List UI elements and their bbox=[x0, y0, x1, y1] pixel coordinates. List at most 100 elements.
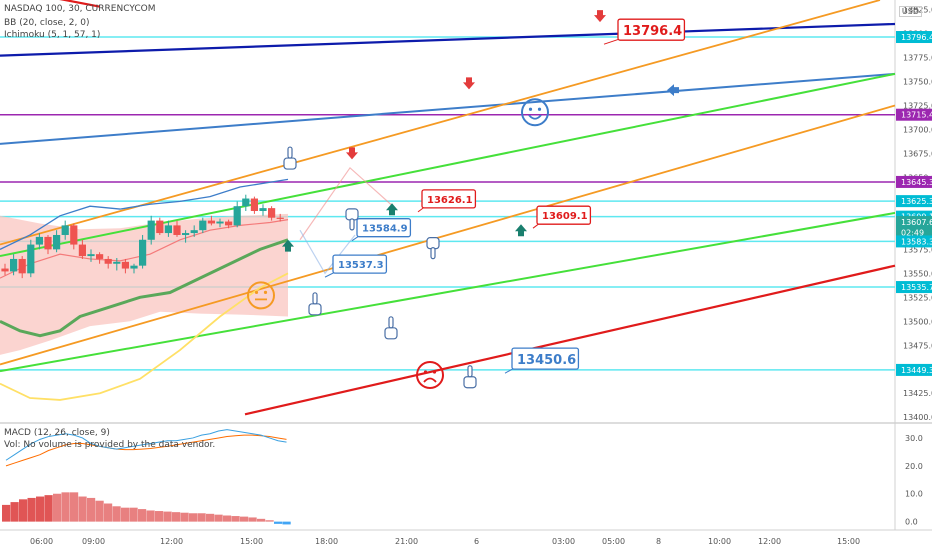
candle-body bbox=[182, 233, 190, 235]
macd-histogram-bar bbox=[223, 515, 232, 522]
candle-body bbox=[44, 236, 52, 250]
macd-histogram-bar bbox=[44, 495, 53, 522]
hand-pointer-icon-finger bbox=[312, 292, 318, 305]
time-axis-label: 15:00 bbox=[837, 537, 860, 546]
hand-pointer-icon bbox=[283, 146, 297, 170]
time-axis-label: 05:00 bbox=[602, 537, 625, 546]
macd-histogram-bar bbox=[27, 497, 36, 522]
price-callout-box bbox=[617, 18, 686, 41]
smile-face-icon-mouth bbox=[528, 114, 542, 120]
hand-pointer-icon-palm bbox=[463, 376, 477, 389]
price-axis-label-box bbox=[896, 108, 932, 121]
price-callout: 13537.3 bbox=[324, 254, 388, 278]
currency-badge[interactable]: USD bbox=[898, 6, 922, 17]
price-callout: 13450.6 bbox=[504, 347, 580, 374]
candle-body bbox=[139, 239, 147, 266]
macd-histogram-bar bbox=[231, 516, 240, 522]
macd-histogram-bar bbox=[19, 499, 28, 522]
macd-signal-line bbox=[5, 434, 287, 467]
price-axis-tick: 13525.0 bbox=[903, 293, 932, 302]
macd-histogram-bar bbox=[180, 512, 189, 522]
price-callout-box bbox=[536, 205, 592, 225]
hand-pointer-icon bbox=[384, 316, 398, 340]
hand-pointer-icon-palm bbox=[308, 303, 322, 316]
sad-face-icon-eye bbox=[432, 370, 437, 374]
macd-histogram-bar bbox=[53, 493, 62, 522]
price-callout-box bbox=[511, 347, 580, 370]
macd-histogram-bar bbox=[274, 521, 283, 524]
price-axis-tick: 13775.0 bbox=[903, 54, 932, 63]
candle-body bbox=[27, 244, 35, 274]
sad-face-icon-eye bbox=[423, 370, 428, 374]
ichimoku-lagging-line bbox=[0, 272, 289, 401]
candle-body bbox=[113, 261, 121, 264]
price-axis-tick: 13475.0 bbox=[903, 341, 932, 350]
candle-body bbox=[242, 198, 250, 207]
hand-pointer-icon bbox=[426, 237, 440, 260]
candle-body bbox=[225, 221, 233, 226]
bb-legend[interactable]: BB (20, close, 2, 0) bbox=[4, 18, 90, 28]
smile-face-icon-eye bbox=[537, 107, 542, 111]
candle-body bbox=[147, 220, 155, 240]
candle-body bbox=[96, 254, 104, 259]
candle-body bbox=[250, 198, 258, 211]
time-axis-label: 03:00 bbox=[552, 537, 575, 546]
price-axis-label-box bbox=[896, 281, 932, 294]
price-callout-box bbox=[421, 189, 477, 209]
candle-body bbox=[121, 261, 129, 269]
symbol-legend[interactable]: NASDAQ 100, 30, CURRENCYCOM bbox=[4, 4, 156, 14]
orange-lower-channel-line bbox=[0, 104, 896, 366]
ichimoku-base-line bbox=[0, 238, 289, 338]
price-axis-label-box bbox=[896, 31, 932, 44]
candle-body bbox=[53, 234, 61, 250]
macd-histogram-bar bbox=[78, 496, 87, 522]
macd-histogram-bar bbox=[10, 502, 19, 522]
price-axis-label: 13796.4 bbox=[901, 33, 932, 42]
ichimoku-legend[interactable]: Ichimoku (5, 1, 57, 1) bbox=[4, 30, 101, 40]
time-axis-label: 6 bbox=[474, 537, 479, 546]
macd-histogram-bar bbox=[155, 511, 164, 522]
up-arrow bbox=[282, 239, 294, 252]
price-axis-label: 13583.3 bbox=[901, 237, 932, 246]
candle-body bbox=[190, 230, 198, 234]
macd-histogram-bar bbox=[197, 513, 206, 522]
projection-path-up bbox=[299, 166, 396, 241]
candle-body bbox=[268, 208, 276, 218]
price-callout-label: 13450.6 bbox=[517, 353, 576, 368]
hand-pointer-icon bbox=[308, 292, 322, 316]
macd-histogram-bar bbox=[189, 513, 198, 522]
price-axis-tick: 13675.0 bbox=[903, 149, 932, 158]
green-lower-channel-line bbox=[0, 211, 896, 373]
candle-body bbox=[1, 268, 9, 272]
neutral-face-icon-eye bbox=[254, 290, 259, 294]
macd-histogram-bar bbox=[240, 516, 249, 522]
time-axis-label: 8 bbox=[656, 537, 661, 546]
time-axis-label: 06:00 bbox=[30, 537, 53, 546]
price-callout-label: 13796.4 bbox=[623, 24, 682, 39]
macd-histogram-bar bbox=[214, 514, 223, 522]
candle-body bbox=[61, 225, 69, 235]
price-axis-label-box bbox=[896, 235, 932, 248]
left-arrow bbox=[667, 84, 679, 97]
macd-axis-tick: 30.0 bbox=[905, 434, 923, 443]
hand-pointer-icon-palm bbox=[426, 237, 440, 250]
macd-axis-tick: 10.0 bbox=[905, 490, 923, 499]
ichimoku-cloud bbox=[0, 213, 288, 355]
hand-pointer-icon-finger bbox=[430, 247, 436, 260]
price-axis-label-box bbox=[896, 195, 932, 208]
red-top-line bbox=[59, 0, 101, 8]
time-axis-label: 15:00 bbox=[240, 537, 263, 546]
macd-legend[interactable]: MACD (12, 26, close, 9) bbox=[4, 428, 110, 438]
price-axis-tick: 13425.0 bbox=[903, 389, 932, 398]
price-axis-label: 13607.6 bbox=[901, 218, 932, 227]
price-axis-tick: 13750.0 bbox=[903, 78, 932, 87]
macd-histogram-bar bbox=[163, 511, 172, 522]
macd-axis-tick: 0.0 bbox=[905, 518, 918, 527]
price-callout: 13796.4 bbox=[603, 18, 686, 45]
macd-histogram-bar bbox=[121, 507, 130, 522]
orange-upper-channel-line bbox=[0, 0, 881, 246]
macd-line bbox=[5, 429, 287, 461]
macd-histogram-bar bbox=[36, 496, 45, 522]
